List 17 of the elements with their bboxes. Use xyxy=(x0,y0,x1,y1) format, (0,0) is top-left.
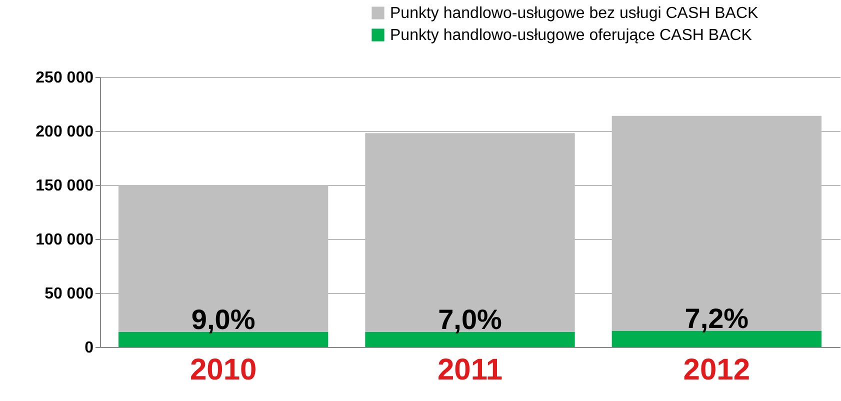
bar xyxy=(365,332,575,347)
annotation: 9,0% xyxy=(191,304,256,335)
y-tick-label: 250 000 xyxy=(36,70,94,86)
annotation: 7,2% xyxy=(684,302,749,334)
x-tick-label: 2010 xyxy=(190,354,257,386)
bar xyxy=(118,332,328,347)
bar xyxy=(612,330,822,347)
legend-label: Punkty handlowo-usługowe oferujące CASH BACK xyxy=(390,27,752,44)
y-tick-label: 0 xyxy=(84,340,94,356)
x-tick-label: 2011 xyxy=(437,354,503,386)
y-tick-label: 200 000 xyxy=(36,124,94,140)
y-tick-label: 50 000 xyxy=(44,286,94,302)
annotation: 7,0% xyxy=(438,304,502,335)
y-tick-label: 100 000 xyxy=(36,232,94,248)
legend-label: Punkty handlowo-usługowe bez usługi CASH BACK xyxy=(390,5,759,22)
x-tick-label: 2012 xyxy=(683,354,750,386)
y-tick-label: 150 000 xyxy=(36,178,94,194)
